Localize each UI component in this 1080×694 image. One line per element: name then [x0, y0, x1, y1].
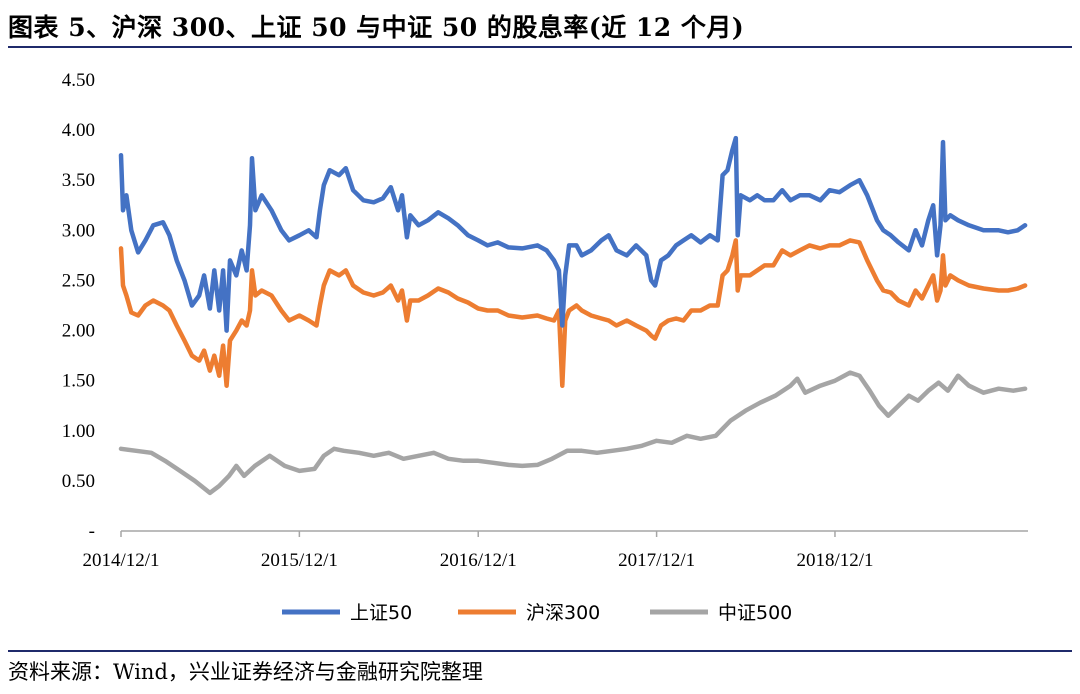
x-tick-label: 2014/12/1 — [82, 550, 159, 571]
legend-label: 上证50 — [350, 602, 412, 624]
x-tick-label: 2017/12/1 — [618, 550, 695, 571]
title-divider — [8, 46, 1072, 48]
y-tick-label: 0.50 — [62, 471, 95, 492]
x-tick-label: 2015/12/1 — [261, 550, 338, 571]
source-divider — [8, 650, 1072, 652]
y-tick-label: - — [89, 521, 95, 542]
legend-label: 中证500 — [718, 602, 792, 624]
legend: 上证50 沪深300 中证500 — [282, 602, 792, 624]
y-tick-label: 1.00 — [62, 421, 95, 442]
y-axis: - 0.50 1.00 1.50 2.00 2.50 3.00 3.50 4.00 4.50 — [62, 70, 95, 542]
source-note: 资料来源：Wind，兴业证券经济与金融研究院整理 — [8, 660, 483, 684]
y-tick-label: 1.50 — [62, 371, 95, 392]
y-tick-label: 4.00 — [62, 120, 95, 141]
x-tick-label: 2016/12/1 — [440, 550, 517, 571]
x-axis: 2014/12/1 2015/12/1 2016/12/1 2017/12/1 2018… — [82, 530, 1028, 571]
series-line-1 — [118, 238, 1028, 388]
y-tick-label: 2.00 — [62, 321, 95, 342]
series-layer — [118, 135, 1028, 496]
y-tick-label: 4.50 — [62, 70, 95, 91]
y-tick-label: 3.00 — [62, 220, 95, 241]
series-line-2 — [118, 370, 1028, 496]
x-tick-label: 2018/12/1 — [796, 550, 873, 571]
chart-title: 图表 5、沪深 300、上证 50 与中证 50 的股息率(近 12 个月) — [8, 13, 745, 42]
series-line-0 — [118, 135, 1028, 333]
y-tick-label: 2.50 — [62, 270, 95, 291]
y-tick-label: 3.50 — [62, 170, 95, 191]
legend-label: 沪深300 — [526, 602, 600, 624]
